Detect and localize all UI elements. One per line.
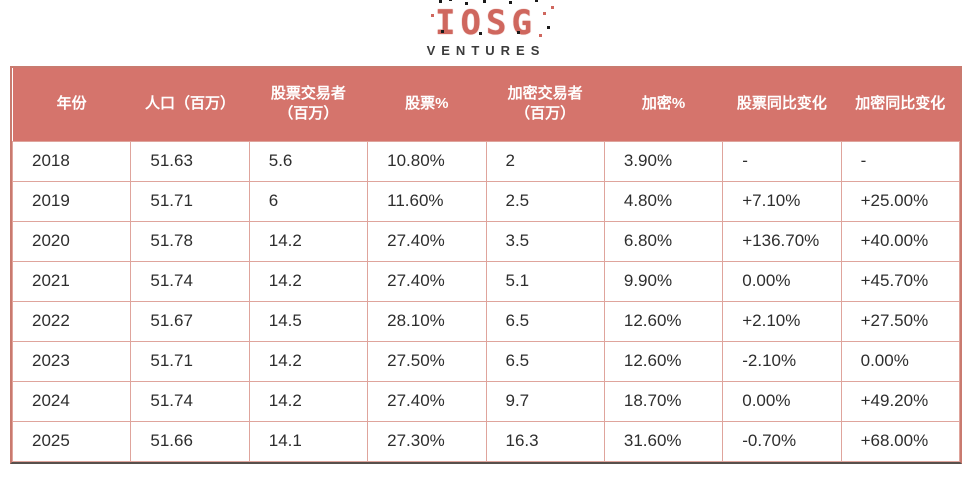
cell-stock-pct: 27.40%: [367, 220, 487, 262]
cell-population: 51.78: [130, 220, 250, 262]
cell-stock-yoy: +7.10%: [722, 180, 842, 222]
table-row-2021: 2021 51.74 14.2 27.40% 5.1 9.90% 0.00% +…: [11, 260, 961, 302]
cell-stock-traders: 14.5: [248, 300, 369, 342]
cell-stock-pct: 27.40%: [367, 380, 487, 422]
cell-year: 2019: [11, 180, 132, 222]
cell-stock-yoy: +136.70%: [722, 220, 842, 262]
table-row-2020: 2020 51.78 14.2 27.40% 3.5 6.80% +136.70…: [11, 220, 961, 262]
cell-year: 2024: [11, 380, 132, 422]
cell-stock-traders: 14.2: [248, 220, 369, 262]
table-row-2018: 2018 51.63 5.6 10.80% 2 3.90% - -: [11, 140, 961, 182]
header-row: 年份 人口（百万） 股票交易者 （百万） 股票% 加密交易者 （百万） 加密% …: [12, 68, 960, 141]
cell-stock-yoy: 0.00%: [722, 260, 842, 302]
cell-crypto-yoy: +45.70%: [840, 260, 961, 302]
cell-year: 2023: [11, 340, 132, 382]
column-header-crypto-traders: 加密交易者 （百万）: [486, 68, 605, 141]
pixel-dots-decoration: [439, 0, 443, 3]
cell-stock-pct: 27.30%: [367, 420, 487, 462]
cell-stock-pct: 11.60%: [367, 180, 487, 222]
cell-stock-yoy: -: [722, 140, 842, 182]
cell-crypto-traders: 2: [485, 140, 605, 182]
cell-population: 51.74: [130, 260, 250, 302]
cell-stock-yoy: -0.70%: [722, 420, 842, 462]
cell-stock-pct: 28.10%: [367, 300, 487, 342]
cell-stock-traders: 14.2: [248, 380, 369, 422]
cell-crypto-pct: 12.60%: [603, 300, 724, 342]
cell-crypto-pct: 6.80%: [603, 220, 724, 262]
table-row-2025: 2025 51.66 14.1 27.30% 16.3 31.60% -0.70…: [11, 420, 961, 462]
cell-population: 51.74: [130, 380, 250, 422]
cell-year: 2022: [11, 300, 132, 342]
brand-text: IOSG: [435, 3, 537, 43]
table-header: 年份 人口（百万） 股票交易者 （百万） 股票% 加密交易者 （百万） 加密% …: [12, 68, 960, 141]
cell-crypto-pct: 12.60%: [603, 340, 724, 382]
column-header-stock-traders: 股票交易者 （百万）: [249, 68, 368, 141]
cell-population: 51.66: [130, 420, 250, 462]
table-row-2023: 2023 51.71 14.2 27.50% 6.5 12.60% -2.10%…: [11, 340, 961, 382]
cell-crypto-traders: 16.3: [485, 420, 605, 462]
cell-crypto-traders: 2.5: [485, 180, 605, 222]
cell-stock-pct: 27.40%: [367, 260, 487, 302]
cell-stock-yoy: +2.10%: [722, 300, 842, 342]
cell-population: 51.71: [130, 340, 250, 382]
cell-crypto-yoy: +40.00%: [840, 220, 961, 262]
table-row-2022: 2022 51.67 14.5 28.10% 6.5 12.60% +2.10%…: [11, 300, 961, 342]
cell-stock-pct: 27.50%: [367, 340, 487, 382]
cell-crypto-pct: 18.70%: [603, 380, 724, 422]
table-body: 2018 51.63 5.6 10.80% 2 3.90% - - 2019 5…: [11, 140, 961, 462]
column-header-crypto-pct: 加密%: [604, 68, 723, 141]
cell-stock-traders: 14.1: [248, 420, 369, 462]
cell-crypto-yoy: +68.00%: [840, 420, 961, 462]
iosg-wordmark: IOSG: [435, 0, 537, 43]
cell-crypto-traders: 9.7: [485, 380, 605, 422]
cell-stock-yoy: -2.10%: [722, 340, 842, 382]
cell-crypto-traders: 5.1: [485, 260, 605, 302]
cell-crypto-traders: 3.5: [485, 220, 605, 262]
cell-stock-traders: 6: [248, 180, 369, 222]
data-table: 年份 人口（百万） 股票交易者 （百万） 股票% 加密交易者 （百万） 加密% …: [11, 68, 961, 462]
cell-year: 2018: [11, 140, 132, 182]
cell-stock-traders: 14.2: [248, 260, 369, 302]
cell-crypto-pct: 4.80%: [603, 180, 724, 222]
cell-stock-yoy: 0.00%: [722, 380, 842, 422]
column-header-stock-yoy: 股票同比变化: [722, 68, 842, 141]
cell-crypto-pct: 31.60%: [603, 420, 724, 462]
cell-stock-pct: 10.80%: [367, 140, 487, 182]
cell-crypto-traders: 6.5: [485, 300, 605, 342]
cell-crypto-yoy: -: [840, 140, 961, 182]
cell-crypto-yoy: +49.20%: [840, 380, 961, 422]
cell-crypto-pct: 9.90%: [603, 260, 724, 302]
cell-population: 51.63: [130, 140, 250, 182]
column-header-stock-pct: 股票%: [367, 68, 486, 141]
cell-year: 2021: [11, 260, 132, 302]
ventures-text: VENTURES: [426, 43, 546, 58]
cell-year: 2025: [11, 420, 132, 462]
column-header-population: 人口（百万）: [130, 68, 250, 141]
cell-stock-traders: 5.6: [248, 140, 369, 182]
column-header-crypto-yoy: 加密同比变化: [841, 68, 960, 141]
cell-population: 51.71: [130, 180, 250, 222]
cell-stock-traders: 14.2: [248, 340, 369, 382]
data-table-container: 年份 人口（百万） 股票交易者 （百万） 股票% 加密交易者 （百万） 加密% …: [10, 66, 962, 464]
iosg-logo: IOSG VENTURES: [0, 0, 972, 58]
cell-crypto-yoy: 0.00%: [840, 340, 961, 382]
cell-crypto-pct: 3.90%: [603, 140, 724, 182]
table-row-2024: 2024 51.74 14.2 27.40% 9.7 18.70% 0.00% …: [11, 380, 961, 422]
column-header-year: 年份: [12, 68, 131, 141]
cell-year: 2020: [11, 220, 132, 262]
cell-population: 51.67: [130, 300, 250, 342]
cell-crypto-yoy: +27.50%: [840, 300, 961, 342]
cell-crypto-yoy: +25.00%: [840, 180, 961, 222]
cell-crypto-traders: 6.5: [485, 340, 605, 382]
table-row-2019: 2019 51.71 6 11.60% 2.5 4.80% +7.10% +25…: [11, 180, 961, 222]
